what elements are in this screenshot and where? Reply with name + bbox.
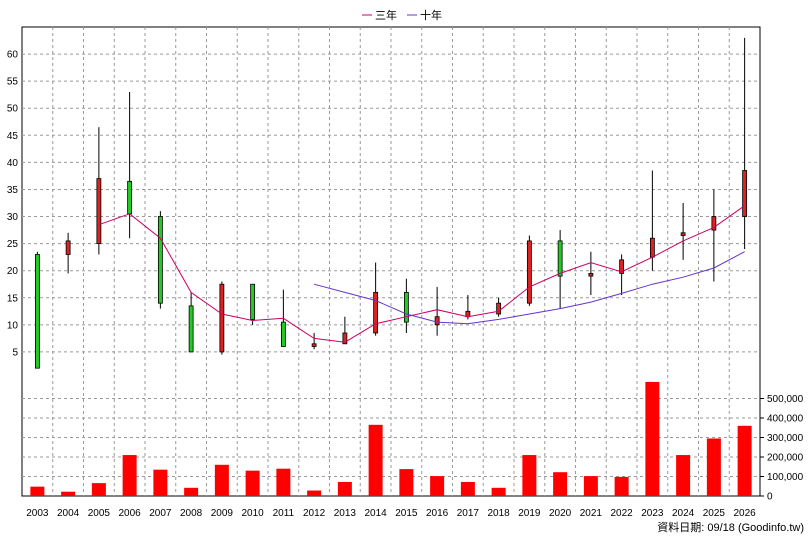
volume-bar — [522, 455, 537, 496]
x-tick-label: 2021 — [580, 508, 603, 519]
price-tick-label: 60 — [7, 50, 19, 61]
candle-body — [403, 291, 409, 323]
x-axis: 2003 2004 2005 2006 2007 2008 2009 2010 2011 2012… — [26, 508, 756, 519]
x-tick-label: 2013 — [334, 508, 357, 519]
legend-label: 三年 — [375, 8, 397, 22]
price-tick-label: 30 — [7, 212, 19, 223]
x-tick-label: 2010 — [242, 508, 265, 519]
legend: 三年 十年 — [362, 8, 442, 22]
volume-panel: 0 100,000 200,000 300,000 400,000 500,000 — [22, 381, 804, 503]
x-tick-label: 2019 — [518, 508, 541, 519]
candle-body — [280, 321, 286, 347]
volume-bar — [430, 476, 445, 496]
x-tick-label: 2009 — [211, 508, 234, 519]
volume-bar — [614, 476, 629, 496]
volume-bar — [645, 381, 660, 496]
x-tick-label: 2015 — [395, 508, 418, 519]
volume-bar — [122, 455, 137, 496]
volume-bar — [276, 468, 291, 496]
x-tick-label: 2008 — [180, 508, 203, 519]
volume-tick-label: 300,000 — [767, 433, 804, 444]
candle-body — [127, 180, 133, 215]
source-label: 資料日期: 09/18 (Goodinfo.tw) — [657, 520, 804, 534]
candle-body — [250, 283, 256, 320]
x-tick-label: 2018 — [488, 508, 511, 519]
volume-bar — [460, 481, 475, 496]
volume-tick-label: 0 — [767, 492, 773, 503]
volume-bar — [399, 469, 414, 496]
candle-body — [742, 170, 748, 217]
candle-body — [649, 237, 655, 258]
x-tick-label: 2022 — [611, 508, 634, 519]
volume-tick-label: 400,000 — [767, 414, 804, 425]
candle-body — [342, 332, 348, 345]
candle-body — [373, 291, 379, 334]
legend-label: 十年 — [420, 8, 442, 22]
x-tick-label: 2004 — [57, 508, 80, 519]
volume-bar — [706, 438, 721, 496]
volume-bar — [214, 464, 229, 496]
volume-bar — [153, 469, 168, 496]
volume-tick-label: 100,000 — [767, 472, 804, 483]
volume-bar — [553, 472, 568, 496]
price-tick-label: 35 — [7, 185, 19, 196]
price-tick-label: 40 — [7, 158, 19, 169]
candle-body — [526, 240, 532, 304]
candle-body — [557, 240, 563, 277]
candle-body — [157, 216, 163, 304]
x-tick-label: 2016 — [426, 508, 449, 519]
volume-bar — [368, 424, 383, 496]
volume-bar — [337, 481, 352, 496]
ma-line-three-year — [98, 205, 745, 343]
candle-body — [588, 272, 594, 277]
x-tick-label: 2007 — [149, 508, 172, 519]
volume-tick-label: 500,000 — [767, 394, 804, 405]
volume-bar — [30, 486, 45, 496]
candle-body — [711, 216, 717, 231]
volume-bar — [245, 470, 260, 496]
price-tick-label: 25 — [7, 239, 19, 250]
x-tick-label: 2023 — [641, 508, 664, 519]
x-tick-label: 2026 — [734, 508, 757, 519]
volume-bar — [737, 425, 752, 496]
volume-bar — [184, 487, 199, 496]
x-tick-label: 2020 — [549, 508, 572, 519]
volume-bar — [61, 491, 76, 496]
x-tick-label: 2006 — [119, 508, 142, 519]
x-tick-label: 2025 — [703, 508, 726, 519]
volume-bar — [91, 483, 106, 496]
price-tick-label: 15 — [7, 293, 19, 304]
candle-body — [496, 302, 502, 315]
volume-bar — [583, 476, 598, 496]
candle-body — [219, 283, 225, 353]
x-tick-label: 2011 — [273, 508, 295, 519]
price-tick-label: 5 — [12, 347, 18, 358]
x-tick-label: 2005 — [88, 508, 111, 519]
candle-body — [619, 259, 625, 274]
volume-tick-label: 200,000 — [767, 453, 804, 464]
price-tick-label: 50 — [7, 104, 19, 115]
ma-line-ten-year — [313, 251, 745, 325]
x-tick-label: 2017 — [457, 508, 480, 519]
price-tick-label: 10 — [7, 320, 19, 331]
candle-body — [188, 305, 194, 353]
candle-body — [34, 254, 40, 369]
candle-body — [680, 232, 686, 236]
candle-body — [96, 178, 102, 245]
volume-bar — [676, 455, 691, 496]
candle-body — [65, 240, 71, 255]
volume-bar — [307, 490, 322, 496]
price-tick-label: 20 — [7, 266, 19, 277]
candle-body — [434, 316, 440, 326]
price-tick-label: 45 — [7, 131, 19, 142]
x-tick-label: 2024 — [672, 508, 695, 519]
x-tick-label: 2014 — [365, 508, 388, 519]
x-tick-label: 2003 — [26, 508, 49, 519]
candle-body — [311, 343, 317, 347]
x-tick-label: 2012 — [303, 508, 326, 519]
volume-bar — [491, 487, 506, 496]
price-tick-label: 55 — [7, 77, 19, 88]
